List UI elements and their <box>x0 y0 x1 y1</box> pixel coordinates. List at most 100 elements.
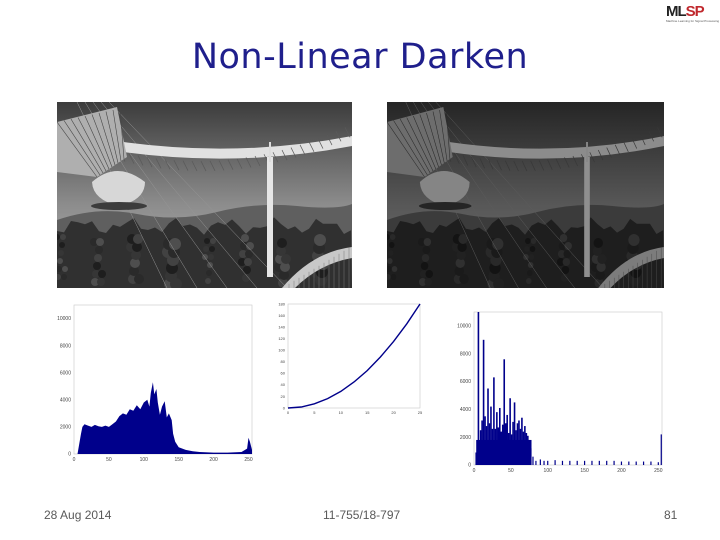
darkened-histogram-y-tick-label: 6000 <box>460 379 471 385</box>
darkened-histogram-bar <box>513 402 516 465</box>
darkened-histogram-bar <box>543 460 545 465</box>
tone-curve-axes-box <box>287 303 421 409</box>
darkened-histogram-x-tick-label: 50 <box>508 468 514 474</box>
logo-ml: ML <box>666 3 687 20</box>
original-histogram-x-tick-label: 0 <box>73 457 76 463</box>
darkened-histogram-bar <box>642 461 645 465</box>
footer-date: 28 Aug 2014 <box>44 508 112 522</box>
original-histogram-x-tick-label: 100 <box>140 457 149 463</box>
tone-curve-y-tick-label: 0 <box>283 405 286 410</box>
dome <box>419 171 470 206</box>
original-histogram-y-tick-label: 2000 <box>60 425 71 431</box>
darkened-histogram-bar <box>650 461 652 465</box>
logo-tagline: Machine Learning for Signal Processing <box>666 19 720 23</box>
darkened-histogram-bar <box>554 460 556 465</box>
darkened-histogram-y-tick-label: 4000 <box>460 407 471 413</box>
original-histogram-x-tick-label: 200 <box>209 457 218 463</box>
darkened-histogram-bar <box>509 398 511 465</box>
walkway <box>598 247 664 288</box>
darkened-histogram: 0 50 100 150 200 250 0 2000 4000 6000 8000 10000 <box>457 311 663 474</box>
darkened-histogram-base <box>476 439 532 465</box>
tone-curve-x-tick-label: 20 <box>391 410 396 415</box>
footer-page-number: 81 <box>664 508 678 522</box>
darkened-histogram-bar <box>635 461 637 465</box>
darkened-histogram-bar <box>576 460 578 465</box>
original-photo <box>57 102 352 288</box>
darkened-histogram-y-tick-label: 0 <box>468 463 471 469</box>
darkened-histogram-x-tick-label: 250 <box>654 468 663 474</box>
tone-curve-x-tick-label: 25 <box>418 410 423 415</box>
darkened-histogram-bar <box>561 460 564 465</box>
darkened-histogram-bar <box>547 460 549 465</box>
darkened-histogram-bar <box>539 459 541 465</box>
tone-curve-y-tick-label: 60 <box>281 371 286 376</box>
darkened-histogram-y-tick-label: 8000 <box>460 351 471 357</box>
darkened-histogram-bar <box>598 460 600 465</box>
original-histogram-x-tick-label: 250 <box>244 457 253 463</box>
logo-sp: SP <box>685 3 705 20</box>
darkened-histogram-bar <box>490 406 492 465</box>
original-histogram: 0 50 100 150 200 250 0 2000 4000 6000 8000 10000 <box>57 304 253 463</box>
truss <box>387 130 664 159</box>
tone-curve-x-tick-label: 15 <box>365 410 370 415</box>
darkened-histogram-bar <box>657 462 659 465</box>
tone-curve-y-tick-label: 180 <box>278 301 285 306</box>
tone-curve-x-tick-label: 5 <box>313 410 316 415</box>
original-histogram-x-tick-label: 50 <box>106 457 112 463</box>
tone-curve-y-tick-label: 40 <box>281 382 286 387</box>
original-histogram-y-tick-label: 6000 <box>60 370 71 376</box>
tone-curve-y-tick-label: 80 <box>281 359 286 364</box>
darkened-histogram-bar <box>628 461 630 465</box>
tone-curve-y-tick-label: 140 <box>278 324 285 329</box>
tone-curve-y-tick-label: 100 <box>278 348 285 353</box>
truss <box>57 130 352 159</box>
tone-curve-line <box>287 303 421 409</box>
original-histogram-x-tick-label: 150 <box>175 457 184 463</box>
darkened-photo <box>387 102 664 288</box>
darkened-histogram-y-tick-label: 2000 <box>460 435 471 441</box>
darkened-histogram-bar <box>496 412 498 465</box>
tone-curve: 0 5 10 15 20 25 0 20 40 60 80 100 120 140 160 180 <box>278 301 423 415</box>
mlsp-logo: MLSP Machine Learning for Signal Process… <box>662 3 720 25</box>
darkened-histogram-bar <box>487 388 489 465</box>
darkened-histogram-x-tick-label: 0 <box>473 468 476 474</box>
original-histogram-y-tick-label: 8000 <box>60 343 71 349</box>
logo-mark: MLSP <box>666 3 705 20</box>
tone-curve-x-tick-label: 10 <box>339 410 344 415</box>
darkened-histogram-bar <box>482 339 485 465</box>
original-histogram-panel: 0 50 100 150 200 250 0 2000 4000 6000 8000 10000 <box>44 303 256 466</box>
darkened-histogram-bar <box>606 460 608 465</box>
tone-curve-y-tick-label: 120 <box>278 336 285 341</box>
original-histogram-area <box>74 382 252 454</box>
darkened-histogram-bar <box>477 312 480 465</box>
darkened-histogram-x-tick-label: 100 <box>544 468 553 474</box>
darkened-histogram-bar <box>493 377 495 465</box>
walkway <box>282 247 352 288</box>
darkened-histogram-bar <box>569 460 571 465</box>
darkened-histogram-bar <box>583 460 586 465</box>
tone-curve-panel: 0 5 10 15 20 25 0 20 40 60 80 100 120 140 160 180 <box>272 298 424 418</box>
darkened-histogram-bar <box>660 434 662 465</box>
original-histogram-y-tick-label: 0 <box>68 452 71 458</box>
darkened-histogram-x-tick-label: 150 <box>580 468 589 474</box>
original-histogram-y-tick-label: 4000 <box>60 397 71 403</box>
darkened-histogram-bar <box>499 407 501 465</box>
darkened-histogram-bar <box>535 460 537 465</box>
tower <box>584 157 590 277</box>
darkened-histogram-bar <box>506 414 508 465</box>
tone-curve-y-tick-label: 160 <box>278 313 285 318</box>
tone-curve-x-tick-label: 0 <box>287 410 290 415</box>
dome <box>92 171 145 206</box>
darkened-histogram-panel: 0 50 100 150 200 250 0 2000 4000 6000 8000 10000 <box>448 308 666 478</box>
darkened-histogram-bar <box>620 461 623 465</box>
darkened-histogram-bar <box>532 456 534 465</box>
darkened-histogram-axes-box <box>473 311 663 466</box>
footer-course: 11-755/18-797 <box>323 508 401 522</box>
darkened-histogram-bar <box>591 460 593 465</box>
tone-curve-y-tick-label: 20 <box>281 394 286 399</box>
original-histogram-y-tick-label: 10000 <box>57 316 71 322</box>
darkened-histogram-bar <box>613 460 615 465</box>
darkened-histogram-x-tick-label: 200 <box>617 468 626 474</box>
slide-title: Non-Linear Darken <box>191 37 529 77</box>
tower <box>267 157 273 277</box>
